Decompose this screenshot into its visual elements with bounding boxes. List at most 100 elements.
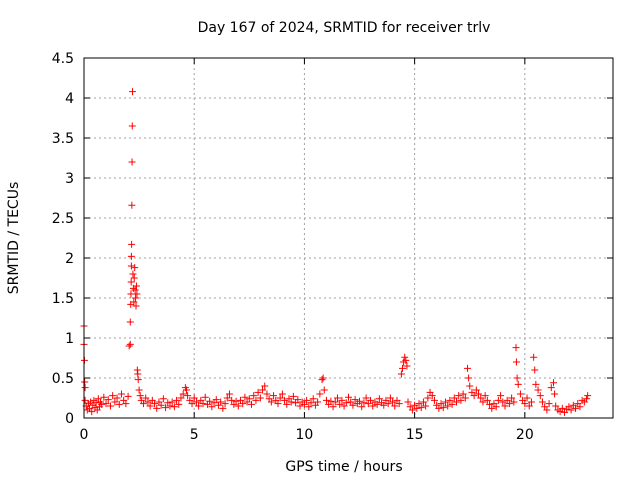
data-point: [294, 396, 302, 404]
data-point: [333, 394, 341, 402]
data-point: [287, 398, 295, 406]
data-point: [256, 394, 264, 402]
data-point: [206, 397, 214, 405]
data-point: [307, 399, 315, 407]
data-point: [367, 396, 375, 404]
data-point: [413, 404, 421, 412]
data-point: [403, 362, 411, 370]
data-point: [530, 353, 538, 361]
data-point: [88, 408, 96, 416]
data-point: [422, 402, 430, 410]
data-point: [584, 392, 592, 400]
data-point: [135, 386, 143, 394]
data-point: [435, 404, 443, 412]
data-point: [488, 404, 496, 412]
data-point: [513, 374, 521, 382]
data-point: [492, 403, 500, 411]
data-point: [128, 240, 136, 248]
data-point: [126, 318, 134, 326]
data-point: [457, 396, 465, 404]
data-point: [479, 398, 487, 406]
x-tick-label: 0: [80, 427, 89, 443]
data-point: [142, 394, 150, 402]
data-point: [217, 398, 225, 406]
data-point: [319, 374, 327, 382]
data-point: [444, 402, 452, 410]
data-point: [514, 380, 522, 388]
data-point: [109, 392, 117, 400]
y-tick-labels: 0 0.5 1 1.5 2 2.5 3 3.5 4 4.5: [52, 51, 74, 427]
data-point: [131, 264, 139, 272]
data-point: [146, 402, 154, 410]
data-point: [177, 394, 185, 402]
data-point: [131, 286, 139, 294]
data-point: [289, 392, 297, 400]
data-point: [162, 404, 170, 412]
data-point: [525, 402, 533, 410]
data-point: [464, 364, 472, 372]
data-point: [125, 342, 133, 350]
data-point: [375, 395, 383, 403]
y-tick-label: 4.5: [52, 51, 74, 67]
y-tick-label: 1: [65, 331, 74, 347]
data-point: [182, 386, 190, 394]
data-point: [190, 394, 198, 402]
y-tick-label: 0: [65, 411, 74, 427]
data-point: [305, 403, 313, 411]
data-point: [362, 394, 370, 402]
data-point: [241, 393, 249, 401]
data-point: [521, 400, 529, 408]
y-axis-label: SRMTID / TECUs: [6, 182, 22, 295]
data-point: [397, 370, 405, 378]
data-point: [512, 344, 520, 352]
data-point: [192, 398, 200, 406]
data-point: [276, 394, 284, 402]
data-point: [523, 394, 531, 402]
data-point: [448, 400, 456, 408]
data-point: [252, 396, 260, 404]
x-tick-label: 10: [296, 427, 314, 443]
data-point: [130, 274, 138, 282]
data-point: [175, 400, 183, 408]
data-point: [475, 390, 483, 398]
data-point: [133, 290, 141, 298]
data-point: [439, 404, 447, 412]
data-point: [157, 401, 165, 409]
y-tick-label: 2: [65, 251, 74, 267]
data-point: [534, 386, 542, 394]
data-point: [199, 400, 207, 408]
data-point: [395, 400, 403, 408]
data-point: [320, 386, 328, 394]
data-point: [179, 390, 187, 398]
data-point: [300, 400, 308, 408]
data-point: [373, 400, 381, 408]
data-point: [128, 201, 136, 209]
data-point: [531, 366, 539, 374]
data-point: [386, 394, 394, 402]
data-point: [497, 392, 505, 400]
data-point: [322, 396, 330, 404]
data-point: [219, 404, 227, 412]
data-point: [477, 394, 485, 402]
data-point: [408, 406, 416, 414]
y-tick-label: 4: [65, 91, 74, 107]
x-tick-label: 20: [516, 427, 534, 443]
data-point: [170, 403, 178, 411]
data-point: [527, 398, 535, 406]
data-point: [228, 396, 236, 404]
data-point: [184, 392, 192, 400]
x-tick-label: 15: [406, 427, 424, 443]
data-point: [270, 392, 278, 400]
data-point: [127, 252, 135, 260]
data-point: [538, 398, 546, 406]
data-point: [195, 402, 203, 410]
data-point: [102, 400, 110, 408]
data-point: [113, 394, 121, 402]
data-point: [153, 404, 161, 412]
data-point: [428, 392, 436, 400]
data-point: [124, 392, 132, 400]
data-point: [331, 398, 339, 406]
data-point: [188, 400, 196, 408]
data-point: [144, 398, 152, 406]
data-point: [470, 392, 478, 400]
